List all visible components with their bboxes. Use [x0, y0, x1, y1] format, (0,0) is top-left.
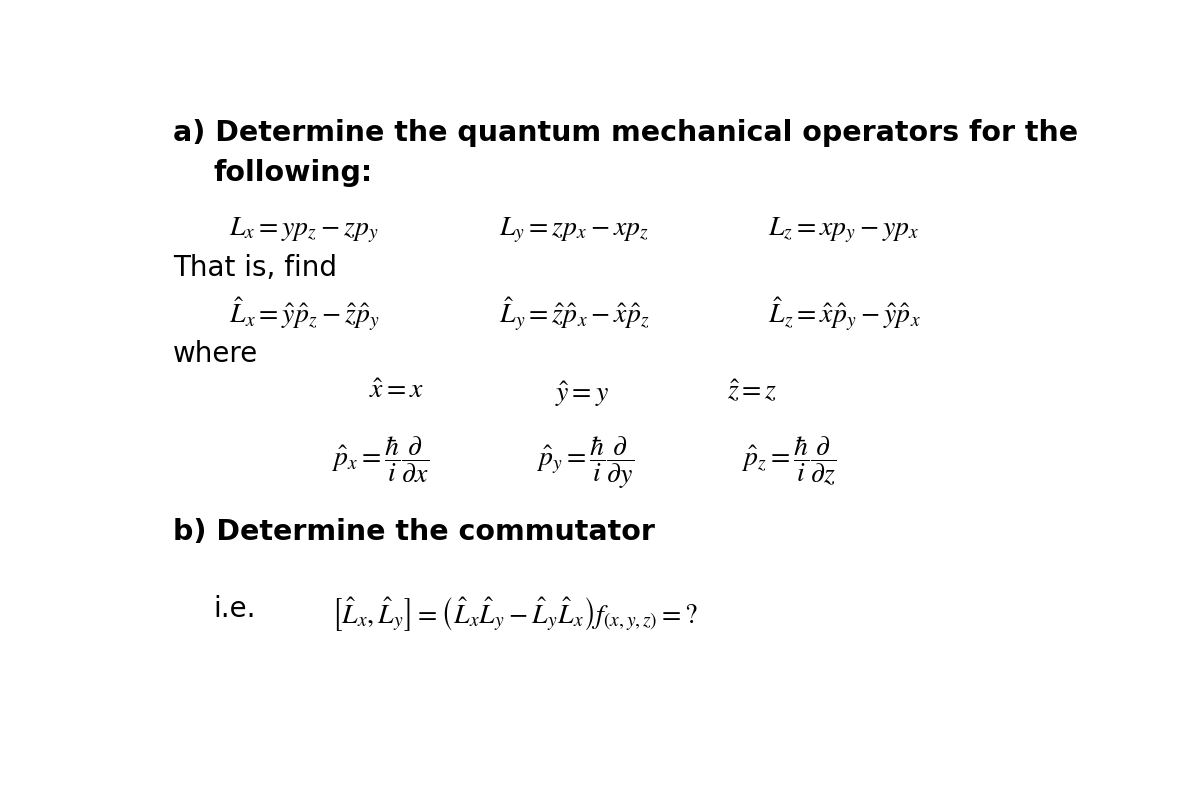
Text: b) Determine the commutator: b) Determine the commutator — [173, 518, 655, 545]
Text: $\hat{L}_x = \hat{y}\hat{p}_z - \hat{z}\hat{p}_y$: $\hat{L}_x = \hat{y}\hat{p}_z - \hat{z}\… — [229, 295, 380, 332]
Text: i.e.: i.e. — [214, 595, 256, 624]
Text: $\hat{L}_y = \hat{z}\hat{p}_x - \hat{x}\hat{p}_z$: $\hat{L}_y = \hat{z}\hat{p}_x - \hat{x}\… — [499, 295, 650, 332]
Text: $\hat{p}_z = \dfrac{\hbar}{i}\dfrac{\partial}{\partial z}$: $\hat{p}_z = \dfrac{\hbar}{i}\dfrac{\par… — [740, 434, 836, 488]
Text: $\hat{z} = z$: $\hat{z} = z$ — [727, 379, 778, 405]
Text: $\hat{p}_y = \dfrac{\hbar}{i}\dfrac{\partial}{\partial y}$: $\hat{p}_y = \dfrac{\hbar}{i}\dfrac{\par… — [536, 434, 634, 491]
Text: a) Determine the quantum mechanical operators for the: a) Determine the quantum mechanical oper… — [173, 119, 1079, 147]
Text: $L_z = xp_y - yp_x$: $L_z = xp_y - yp_x$ — [768, 215, 920, 245]
Text: following:: following: — [214, 159, 372, 188]
Text: $\hat{y} = y$: $\hat{y} = y$ — [554, 379, 608, 409]
Text: That is, find: That is, find — [173, 254, 337, 282]
Text: $\left[\hat{L}_x,\hat{L}_y\right] = \left(\hat{L}_x\hat{L}_y - \hat{L}_y\hat{L}_: $\left[\hat{L}_x,\hat{L}_y\right] = \lef… — [331, 595, 698, 633]
Text: $L_x = yp_z - zp_y$: $L_x = yp_z - zp_y$ — [229, 215, 379, 245]
Text: $\hat{p}_x = \dfrac{\hbar}{i}\dfrac{\partial}{\partial x}$: $\hat{p}_x = \dfrac{\hbar}{i}\dfrac{\par… — [331, 434, 430, 485]
Text: where: where — [173, 340, 258, 368]
Text: $\hat{L}_z = \hat{x}\hat{p}_y - \hat{y}\hat{p}_x$: $\hat{L}_z = \hat{x}\hat{p}_y - \hat{y}\… — [768, 295, 922, 332]
Text: $L_y = zp_x - xp_z$: $L_y = zp_x - xp_z$ — [499, 215, 648, 245]
Text: $\hat{x} = x$: $\hat{x} = x$ — [368, 379, 424, 404]
